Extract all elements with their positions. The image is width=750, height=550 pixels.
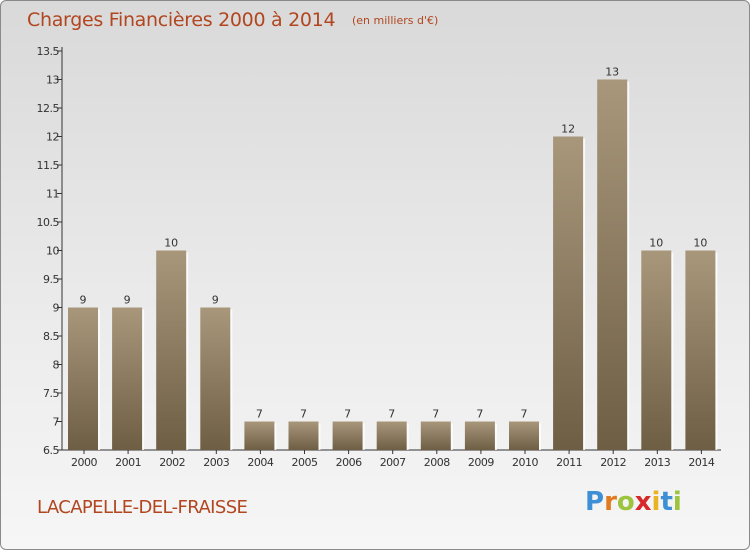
bar-value-label: 13 — [605, 66, 619, 79]
bar-value-label: 10 — [164, 237, 178, 250]
y-tick-label: 13 — [46, 74, 59, 87]
bar-value-label: 7 — [344, 408, 351, 421]
x-tick-label: 2007 — [380, 456, 406, 469]
y-tick-label: 11.5 — [37, 159, 60, 172]
chart-subtitle: (en milliers d'€) — [352, 14, 439, 27]
bar-value-label: 12 — [561, 123, 575, 136]
bar-value-label: 7 — [256, 408, 263, 421]
logo-letter: o — [616, 487, 635, 517]
bar — [112, 307, 143, 450]
chart-title: Charges Financières 2000 à 2014 — [27, 9, 336, 31]
x-tick-label: 2008 — [424, 456, 450, 469]
x-tick-label: 2009 — [468, 456, 494, 469]
logo-letter: t — [660, 487, 673, 517]
bar-value-label: 7 — [521, 408, 528, 421]
bar — [509, 421, 539, 450]
bar-value-label: 10 — [649, 237, 663, 250]
commune-name: LACAPELLE-DEL-FRAISSE — [37, 497, 248, 518]
x-tick-label: 2002 — [159, 456, 185, 469]
y-tick-label: 8 — [53, 359, 60, 372]
logo-letter: i — [651, 487, 661, 517]
bar — [641, 250, 672, 450]
y-tick-label: 10.5 — [37, 216, 60, 229]
y-tick-label: 12 — [46, 131, 59, 144]
bar — [68, 307, 98, 450]
bar-value-label: 7 — [388, 408, 395, 421]
bar-value-label: 9 — [212, 294, 219, 307]
x-tick-label: 2013 — [644, 456, 670, 469]
y-tick-label: 12.5 — [37, 102, 60, 115]
bar — [200, 307, 231, 450]
x-tick-label: 2000 — [71, 456, 97, 469]
y-tick-label: 8.5 — [43, 330, 59, 343]
bar-value-label: 10 — [693, 237, 707, 250]
bar — [553, 136, 584, 450]
x-tick-label: 2004 — [247, 456, 273, 469]
x-tick-label: 2003 — [203, 456, 229, 469]
x-tick-label: 2005 — [292, 456, 318, 469]
logo-letter: P — [585, 487, 605, 517]
bar-value-label: 9 — [80, 294, 87, 307]
x-tick-label: 2001 — [115, 456, 141, 469]
logo-letter: r — [604, 487, 617, 517]
bar-value-label: 7 — [300, 408, 307, 421]
y-tick-label: 13.5 — [37, 45, 60, 58]
bar — [420, 421, 451, 450]
bar — [288, 421, 319, 450]
bar — [464, 421, 495, 450]
bar — [332, 421, 363, 450]
y-tick-label: 9 — [53, 302, 60, 315]
bar — [685, 250, 716, 450]
bar-value-label: 9 — [124, 294, 131, 307]
y-tick-label: 10 — [46, 245, 59, 258]
bar — [156, 250, 187, 450]
bar — [597, 79, 628, 450]
y-tick-label: 9.5 — [43, 273, 59, 286]
bar — [376, 421, 407, 450]
proxiti-logo: Proxiti — [585, 487, 682, 517]
x-tick-label: 2011 — [556, 456, 582, 469]
y-tick-label: 11 — [46, 188, 59, 201]
x-tick-label: 2010 — [512, 456, 538, 469]
bar — [244, 421, 275, 450]
x-tick-label: 2006 — [336, 456, 362, 469]
y-tick-label: 7 — [53, 416, 60, 429]
bar-value-label: 7 — [432, 408, 439, 421]
x-tick-label: 2014 — [688, 456, 714, 469]
x-tick-label: 2012 — [600, 456, 626, 469]
logo-letter: x — [634, 487, 652, 517]
y-tick-label: 7.5 — [43, 387, 59, 400]
y-tick-label: 6.5 — [43, 444, 59, 457]
bar-value-label: 7 — [476, 408, 483, 421]
logo-letter: i — [672, 487, 682, 517]
